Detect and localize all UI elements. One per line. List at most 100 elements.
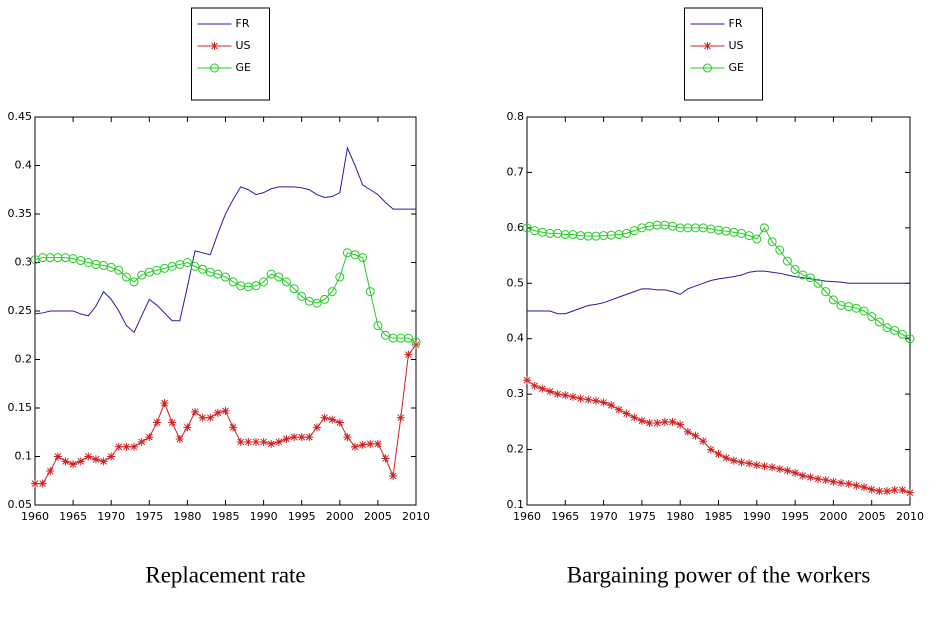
- x-tick-label: 1960: [513, 510, 541, 523]
- y-tick-label: 0.15: [8, 401, 33, 414]
- star-marker: [791, 468, 800, 477]
- star-marker: [84, 452, 93, 461]
- star-marker: [335, 418, 344, 427]
- circle-marker: [121, 272, 131, 282]
- circle-marker: [228, 277, 238, 287]
- series-line: [34, 146, 416, 334]
- circle-marker: [882, 323, 892, 333]
- star-marker: [553, 390, 562, 399]
- star-marker: [91, 455, 100, 464]
- star-marker: [703, 42, 712, 50]
- x-tick-label: 1990: [743, 510, 771, 523]
- star-marker: [251, 437, 260, 446]
- star-marker: [530, 381, 539, 390]
- plot-area: [34, 116, 417, 506]
- star-marker: [389, 471, 398, 480]
- star-marker: [221, 406, 230, 415]
- y-tick-label: 0.5: [507, 276, 525, 289]
- star-marker: [396, 413, 405, 422]
- legend-box: [684, 7, 763, 101]
- star-marker: [305, 433, 314, 442]
- x-tick-label: 1980: [173, 510, 201, 523]
- star-marker: [168, 418, 177, 427]
- star-marker: [61, 457, 70, 466]
- circle-marker: [744, 231, 754, 241]
- series-line: [34, 252, 417, 343]
- x-tick-label: 1980: [666, 510, 694, 523]
- star-marker: [775, 464, 784, 473]
- x-tick-label: 2005: [858, 510, 886, 523]
- y-tick-label: 0.4: [15, 159, 33, 172]
- x-tick-label: 1960: [21, 510, 49, 523]
- star-marker: [210, 42, 219, 50]
- x-tick-label: 1965: [551, 510, 579, 523]
- star-marker: [366, 439, 375, 448]
- y-tick-label: 0.25: [8, 304, 33, 317]
- star-marker: [699, 437, 708, 446]
- circle-marker: [114, 265, 124, 275]
- circle-marker: [381, 330, 391, 340]
- circle-marker: [703, 63, 712, 73]
- star-marker: [798, 471, 807, 480]
- star-marker: [668, 417, 677, 426]
- star-marker: [31, 479, 39, 488]
- x-tick-label: 1990: [250, 510, 278, 523]
- y-tick-label: 0.8: [507, 110, 525, 123]
- circle-marker: [281, 277, 291, 287]
- circle-marker: [805, 273, 815, 283]
- star-marker: [706, 445, 715, 454]
- circle-marker: [905, 334, 915, 344]
- star-marker: [191, 407, 200, 416]
- star-marker: [343, 433, 352, 442]
- star-marker: [783, 466, 792, 475]
- circle-marker: [890, 325, 900, 335]
- x-tick-label: 2005: [364, 510, 392, 523]
- circle-marker: [874, 317, 884, 327]
- x-tick-label: 1995: [781, 510, 809, 523]
- star-marker: [274, 437, 283, 446]
- star-marker: [114, 442, 123, 451]
- circle-marker: [129, 277, 139, 287]
- star-marker: [538, 384, 547, 393]
- star-marker: [213, 408, 222, 417]
- circle-marker: [190, 261, 200, 271]
- x-tick-label: 1985: [705, 510, 733, 523]
- legend-label: GE: [729, 61, 745, 74]
- star-marker: [814, 474, 823, 483]
- x-tick-label: 1965: [59, 510, 87, 523]
- star-marker: [53, 452, 62, 461]
- star-marker: [806, 473, 815, 482]
- x-tick-label: 2000: [819, 510, 847, 523]
- star-marker: [175, 435, 184, 444]
- star-marker: [259, 437, 268, 446]
- series-line: [527, 270, 910, 315]
- star-marker: [883, 487, 892, 496]
- star-marker: [198, 413, 207, 422]
- circle-marker: [403, 333, 413, 343]
- circle-marker: [350, 250, 360, 260]
- circle-marker: [851, 303, 861, 313]
- star-marker: [860, 483, 869, 492]
- y-tick-label: 0.1: [507, 498, 525, 511]
- circle-marker: [221, 272, 230, 282]
- circle-marker: [210, 63, 219, 73]
- star-marker: [737, 458, 746, 467]
- star-marker: [576, 394, 585, 403]
- circle-marker: [327, 287, 337, 297]
- star-marker: [244, 437, 253, 446]
- circle-marker: [790, 264, 800, 274]
- star-marker: [691, 431, 700, 440]
- star-marker: [645, 418, 654, 427]
- star-marker: [599, 398, 608, 407]
- y-tick-label: 0.4: [507, 332, 525, 345]
- star-marker: [676, 420, 685, 429]
- legend: FR US GE: [191, 7, 270, 101]
- star-marker: [660, 417, 669, 426]
- star-marker: [637, 416, 646, 425]
- circle-marker: [251, 281, 261, 291]
- star-marker: [523, 376, 531, 385]
- legend: FR US GE: [684, 7, 763, 101]
- star-marker: [898, 486, 907, 495]
- x-tick-label: 1970: [97, 510, 125, 523]
- circle-marker: [752, 234, 762, 244]
